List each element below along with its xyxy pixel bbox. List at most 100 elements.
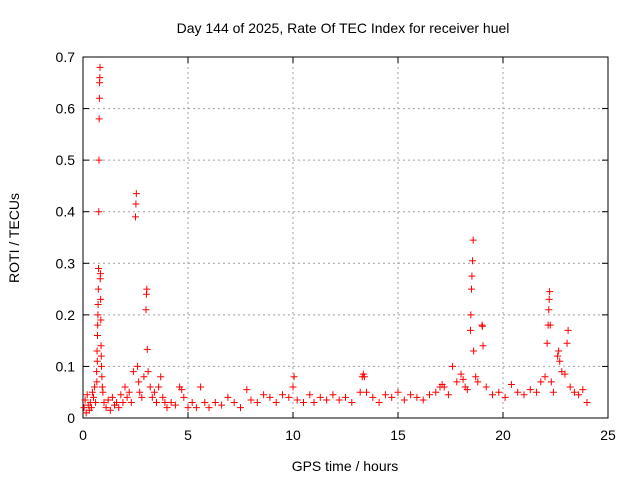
data-point [97, 316, 105, 324]
data-point [554, 352, 562, 360]
data-point [469, 236, 477, 244]
data-point [470, 347, 478, 355]
data-point [375, 399, 383, 407]
x-tick-label: 25 [600, 427, 616, 443]
data-point [467, 311, 475, 319]
data-point [97, 295, 105, 303]
data-point [230, 399, 238, 407]
data-point [335, 396, 343, 404]
data-point [81, 396, 89, 404]
data-point [161, 399, 169, 407]
data-point [104, 396, 112, 404]
data-point [570, 388, 578, 396]
data-point [537, 378, 545, 386]
data-point [306, 391, 314, 399]
data-point [543, 339, 551, 347]
y-tick-label: 0.7 [56, 49, 76, 65]
data-point [547, 378, 555, 386]
data-point [566, 383, 574, 391]
data-point [520, 391, 528, 399]
data-point [100, 399, 108, 407]
data-point [514, 388, 522, 396]
y-tick-label: 0.2 [56, 307, 76, 323]
data-point [463, 386, 471, 394]
data-point [290, 373, 298, 381]
data-point [142, 306, 150, 314]
data-point [98, 373, 106, 381]
data-point [93, 331, 101, 339]
data-point [94, 285, 102, 293]
data-point [97, 352, 105, 360]
data-point [121, 383, 129, 391]
data-point [92, 399, 100, 407]
data-point [279, 391, 286, 399]
data-point [211, 399, 219, 407]
x-axis-label: GPS time / hours [292, 458, 399, 474]
x-tick-label: 20 [495, 427, 511, 443]
data-point [360, 373, 368, 381]
data-point [501, 393, 509, 401]
data-point [93, 347, 101, 355]
data-point [457, 370, 465, 378]
data-point [469, 257, 477, 265]
data-point [94, 311, 102, 319]
data-point [132, 200, 140, 208]
data-point [115, 404, 123, 412]
data-point [260, 391, 268, 399]
data-point [106, 406, 114, 414]
axis-ticks [82, 56, 609, 419]
y-tick-label: 0.4 [56, 204, 76, 220]
data-point [96, 270, 104, 278]
y-tick-label: 0.3 [56, 255, 76, 271]
data-point [579, 386, 587, 394]
data-point [188, 399, 196, 407]
data-point [272, 399, 280, 407]
data-point [329, 391, 337, 399]
data-point [224, 393, 232, 401]
data-point [468, 285, 475, 293]
data-point [348, 399, 356, 407]
data-point [127, 399, 135, 407]
data-point [575, 391, 583, 399]
plot-frame [82, 56, 609, 419]
y-axis-label: ROTI / TECUs [6, 193, 22, 283]
data-point [546, 288, 554, 296]
data-point [400, 396, 408, 404]
data-point [150, 388, 158, 396]
data-point [479, 342, 487, 350]
data-point [113, 399, 121, 407]
data-point [201, 399, 209, 407]
data-point [394, 388, 402, 396]
data-point [90, 393, 97, 401]
data-point [119, 399, 127, 407]
data-point [87, 404, 95, 412]
y-tick-label: 0 [67, 410, 75, 426]
x-tick-label: 15 [390, 427, 406, 443]
data-point [495, 388, 503, 396]
data-point [94, 301, 102, 309]
data-point [125, 388, 133, 396]
data-point [138, 393, 146, 401]
data-point [132, 190, 140, 198]
data-point [135, 378, 143, 386]
data-point [163, 404, 171, 412]
data-point [184, 404, 192, 412]
data-point [583, 399, 591, 407]
data-point [472, 373, 480, 381]
data-point [96, 74, 104, 82]
data-point [489, 391, 496, 399]
data-point [426, 391, 433, 399]
data-point [541, 373, 549, 381]
data-point [192, 404, 200, 412]
y-tick-label: 0.5 [56, 152, 76, 168]
data-point [555, 347, 563, 355]
data-point [95, 264, 103, 272]
data-point [546, 321, 554, 329]
data-point [413, 393, 421, 401]
data-point [159, 393, 167, 401]
data-point [143, 345, 151, 353]
data-point [563, 339, 571, 347]
data-point [533, 388, 541, 396]
x-tick-label: 10 [285, 427, 301, 443]
data-point [432, 388, 440, 396]
